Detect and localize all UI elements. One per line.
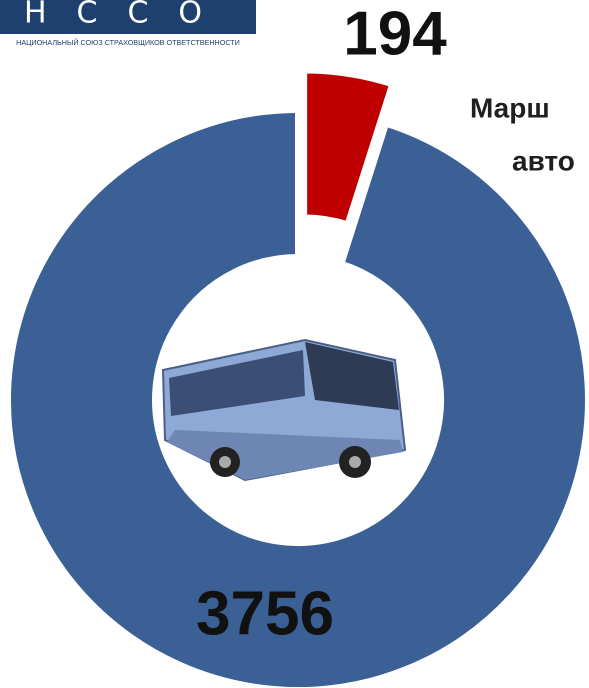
donut bbox=[5, 67, 589, 688]
logo: НССО НАЦИОНАЛЬНЫЙ СОЮЗ СТРАХОВЩИКОВ ОТВЕ… bbox=[0, 0, 256, 47]
bus-image bbox=[161, 338, 407, 482]
logo-name: НССО bbox=[24, 0, 232, 31]
data-label: 194 bbox=[343, 0, 447, 68]
data-label: 3756 bbox=[196, 579, 334, 648]
slice bbox=[5, 106, 589, 688]
logo-bg bbox=[0, 0, 256, 34]
title-line: Марш bbox=[470, 92, 550, 123]
logo-tagline: НАЦИОНАЛЬНЫЙ СОЮЗ СТРАХОВЩИКОВ ОТВЕТСТВЕ… bbox=[16, 38, 240, 47]
slice bbox=[301, 67, 396, 228]
title-line: авто bbox=[512, 145, 575, 176]
